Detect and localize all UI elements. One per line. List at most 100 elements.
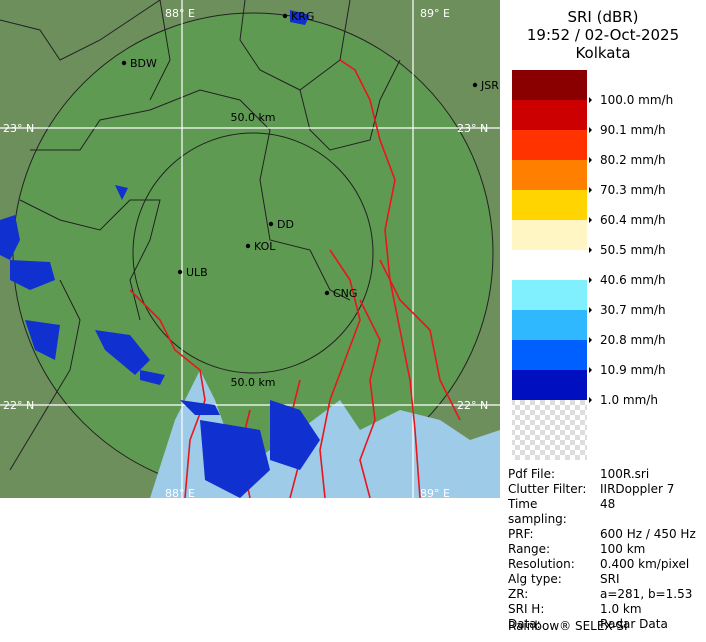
info-table: Pdf File: 100R.sri Clutter Filter: IIRDoppl… xyxy=(508,467,696,632)
info-row: SRI H: 1.0 km xyxy=(508,602,696,617)
city-dot xyxy=(177,269,183,275)
legend-swatch xyxy=(512,130,587,160)
legend-tick xyxy=(589,397,592,403)
legend-swatch xyxy=(512,310,587,340)
city-dot xyxy=(268,221,274,227)
latitude-label: 23° N xyxy=(457,122,488,135)
info-row: Time sampling: 48 xyxy=(508,497,696,527)
legend-label: 40.6 mm/h xyxy=(600,273,666,287)
rivers xyxy=(129,59,461,498)
legend-tick xyxy=(589,247,592,253)
legend-label: 50.5 mm/h xyxy=(600,243,666,257)
longitude-label: 88° E xyxy=(165,487,195,498)
info-row: Alg type: SRI xyxy=(508,572,696,587)
info-row: ZR: a=281, b=1.53 xyxy=(508,587,696,602)
longitude-label: 89° E xyxy=(420,7,450,20)
city-label: KRG xyxy=(291,10,314,23)
legend-tick xyxy=(589,337,592,343)
info-value: 0.400 km/pixel xyxy=(600,557,690,571)
info-row: Pdf File: 100R.sri xyxy=(508,467,696,482)
latitude-label: 23° N xyxy=(3,122,34,135)
info-key: Time sampling: xyxy=(508,497,567,526)
legend-tick xyxy=(589,187,592,193)
info-key: SRI H: xyxy=(508,602,545,616)
info-key: Range: xyxy=(508,542,551,556)
info-key: Alg type: xyxy=(508,572,562,586)
info-value: 100 km xyxy=(600,542,646,556)
city-dot xyxy=(282,13,288,19)
legend-label: 80.2 mm/h xyxy=(600,153,666,167)
info-key: Clutter Filter: xyxy=(508,482,587,496)
legend-label: 70.3 mm/h xyxy=(600,183,666,197)
graticule xyxy=(0,0,500,498)
color-legend: 100.0 mm/h 90.1 mm/h 80.2 mm/h 70.3 mm/h 60.… xyxy=(512,70,673,460)
info-value: SRI xyxy=(600,572,620,586)
legend-tick xyxy=(589,157,592,163)
datetime: 19:52 / 02-Oct-2025 xyxy=(526,26,680,44)
legend-swatch xyxy=(512,340,587,370)
district-borders xyxy=(0,0,401,471)
info-row: Range: 100 km xyxy=(508,542,696,557)
legend-swatch xyxy=(512,70,587,100)
station: Kolkata xyxy=(575,44,631,62)
info-key: ZR: xyxy=(508,587,529,601)
city-label: DD xyxy=(277,218,294,231)
product-title: SRI (dBR) xyxy=(567,8,639,26)
legend-label: 10.9 mm/h xyxy=(600,363,666,377)
info-row: PRF: 600 Hz / 450 Hz xyxy=(508,527,696,542)
latitude-label: 22° N xyxy=(457,399,488,412)
city-label: BDW xyxy=(130,57,157,70)
info-row: Resolution: 0.400 km/pixel xyxy=(508,557,696,572)
info-value: a=281, b=1.53 xyxy=(600,587,693,601)
info-key: PRF: xyxy=(508,527,534,541)
legend-swatch xyxy=(512,280,587,310)
legend-swatch xyxy=(512,250,587,280)
range-ring-inner xyxy=(132,132,374,374)
transparent-swatch xyxy=(512,400,587,460)
legend-tick xyxy=(589,307,592,313)
legend-label: 20.8 mm/h xyxy=(600,333,666,347)
legend-label: 100.0 mm/h xyxy=(600,93,673,107)
legend-tick xyxy=(589,367,592,373)
info-value: 1.0 km xyxy=(600,602,642,616)
legend-swatch xyxy=(512,220,587,250)
city-label: ULB xyxy=(186,266,208,279)
city-dot xyxy=(121,60,127,66)
legend-swatch xyxy=(512,160,587,190)
info-key: Pdf File: xyxy=(508,467,556,481)
info-value: 48 xyxy=(600,497,616,511)
range-label: 50.0 km xyxy=(230,111,275,124)
info-value: 100R.sri xyxy=(600,467,650,481)
legend-label: 90.1 mm/h xyxy=(600,123,666,137)
legend-tick xyxy=(589,217,592,223)
footer: Rainbow® SELEX-SI xyxy=(508,619,628,633)
city-label: KOL xyxy=(254,240,276,253)
info-value: Radar Data xyxy=(600,617,668,631)
legend-tick xyxy=(589,127,592,133)
info-value: IIRDoppler 7 xyxy=(600,482,675,496)
legend-label: 30.7 mm/h xyxy=(600,303,666,317)
legend-swatch xyxy=(512,370,587,400)
longitude-label: 89° E xyxy=(420,487,450,498)
city-dot xyxy=(245,243,251,249)
info-row: Clutter Filter: IIRDoppler 7 xyxy=(508,482,696,497)
city-dot xyxy=(324,290,330,296)
info-key: Resolution: xyxy=(508,557,575,571)
longitude-label: 88° E xyxy=(165,7,195,20)
legend-tick xyxy=(589,97,592,103)
latitude-label: 22° N xyxy=(3,399,34,412)
city-dot xyxy=(472,82,478,88)
legend-swatch xyxy=(512,100,587,130)
city-label: CNG xyxy=(333,287,357,300)
legend-label: 60.4 mm/h xyxy=(600,213,666,227)
info-key: Data: xyxy=(508,617,541,631)
legend-tick xyxy=(589,277,592,283)
legend-label: 1.0 mm/h xyxy=(600,393,658,407)
range-label: 50.0 km xyxy=(230,376,275,389)
side-panel: SRI (dBR) 19:52 / 02-Oct-2025 Kolkata 10… xyxy=(500,0,706,642)
info-row: Data: Radar Data xyxy=(508,617,696,632)
info-value: 600 Hz / 450 Hz xyxy=(600,527,696,541)
